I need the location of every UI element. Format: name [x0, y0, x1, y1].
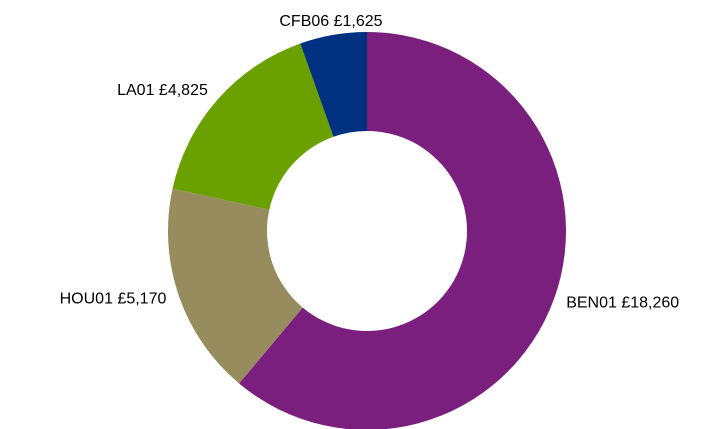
slice-label: HOU01 £5,170: [60, 291, 167, 308]
donut-slice: [239, 32, 566, 429]
slice-label: BEN01 £18,260: [566, 295, 679, 312]
value-label: £1,625: [334, 13, 383, 30]
category-label: HOU01: [60, 291, 113, 308]
donut-slice: [168, 188, 303, 384]
category-label: CFB06: [279, 13, 329, 30]
value-label: £4,825: [159, 82, 208, 99]
slice-label: LA01 £4,825: [117, 82, 208, 99]
slice-label: CFB06 £1,625: [279, 13, 382, 30]
donut-slice: [300, 32, 367, 137]
value-label: £18,260: [621, 295, 679, 312]
category-label: BEN01: [566, 295, 617, 312]
value-label: £5,170: [117, 291, 166, 308]
category-label: LA01: [117, 82, 154, 99]
donut-slice: [172, 43, 334, 210]
